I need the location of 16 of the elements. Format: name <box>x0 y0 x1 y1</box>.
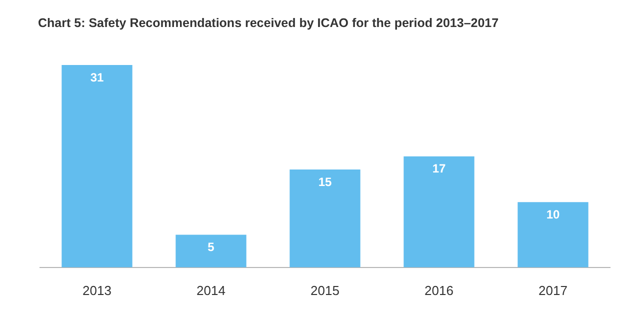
data-label: 10 <box>546 207 560 222</box>
bar <box>290 169 360 268</box>
data-label: 5 <box>208 240 215 254</box>
chart-title: Chart 5: Safety Recommendations received by ICAO for the period 2013–2017 <box>38 16 499 30</box>
bar <box>62 65 132 268</box>
x-tick-label: 2017 <box>538 282 568 298</box>
x-tick-label: 2014 <box>196 282 226 298</box>
bar <box>404 156 474 268</box>
bar <box>176 234 246 268</box>
x-tick-label: 2016 <box>424 282 454 298</box>
bar <box>518 202 588 268</box>
data-label: 17 <box>432 162 446 176</box>
x-tick-label: 2013 <box>82 282 112 298</box>
x-tick-label: 2015 <box>310 282 340 298</box>
data-label: 31 <box>90 70 104 84</box>
data-label: 15 <box>318 174 332 189</box>
